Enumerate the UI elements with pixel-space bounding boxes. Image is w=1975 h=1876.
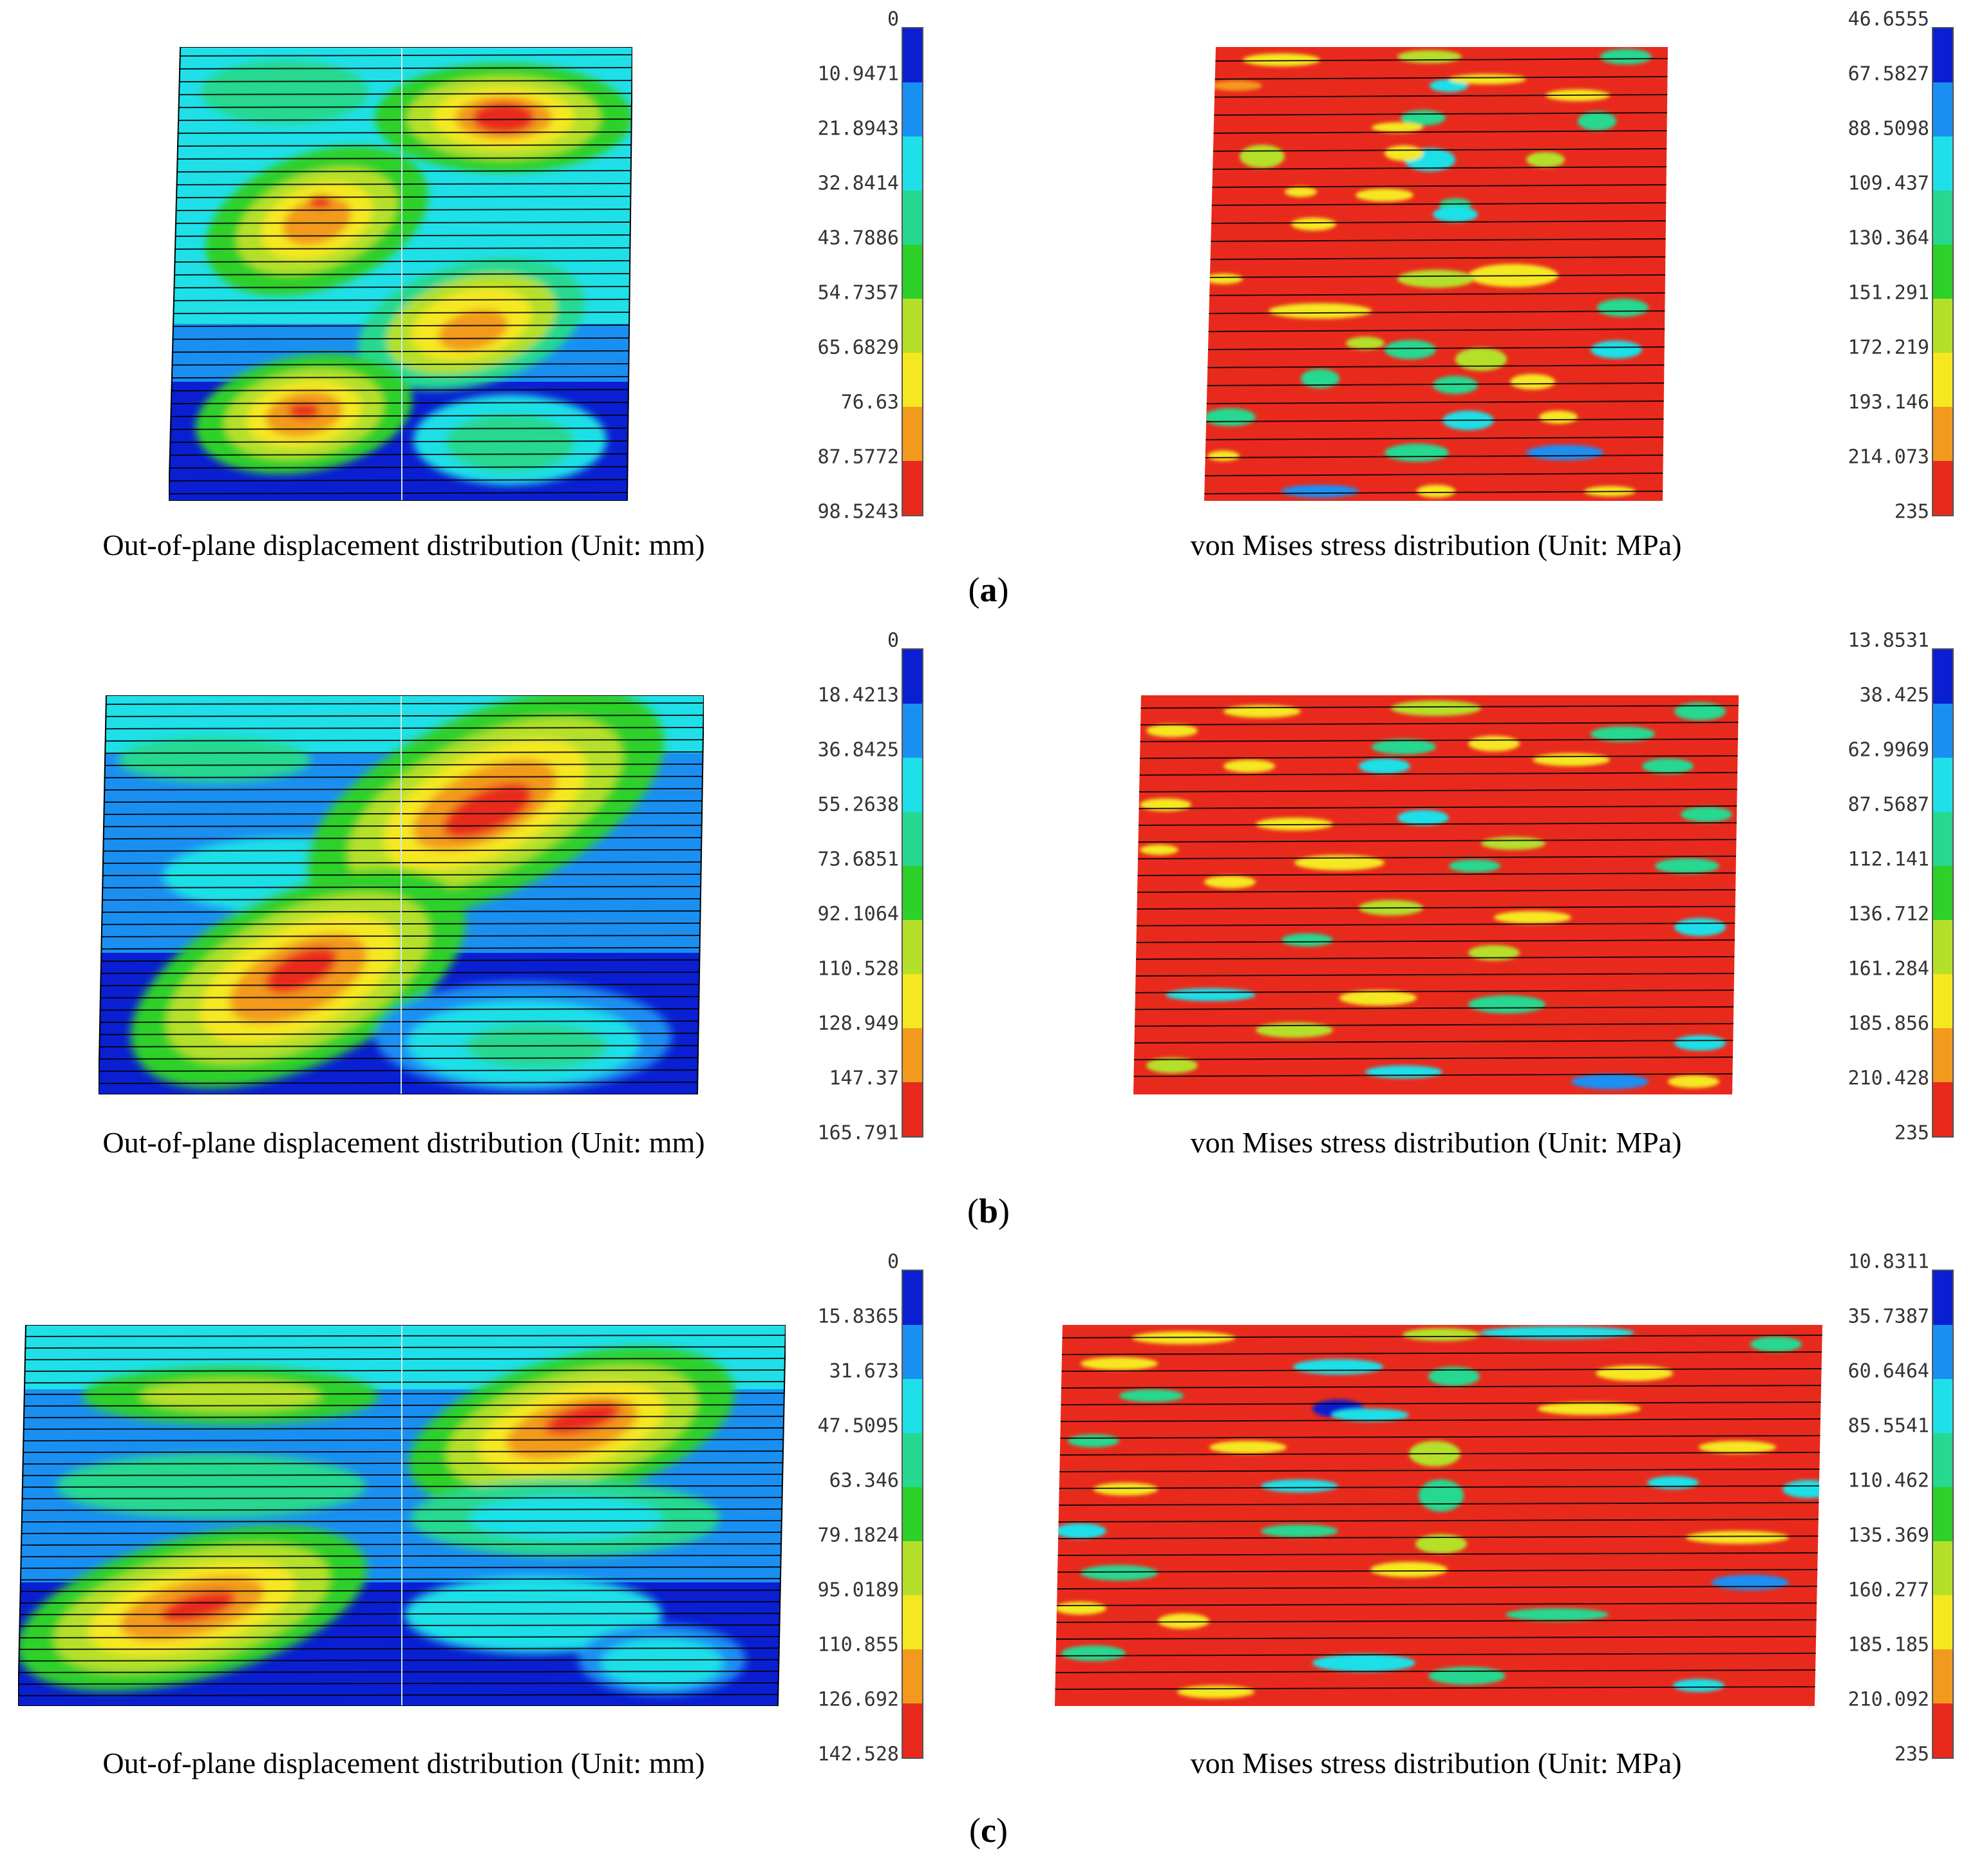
stress-legend-b: 13.8531 38.425 62.9969 87.5687 112.141 1…	[1777, 630, 1970, 1145]
legend-tick: 55.2638	[817, 793, 899, 816]
legend-tick: 36.8425	[817, 738, 899, 762]
stress-caption-b: von Mises stress distribution (Unit: MPa…	[1190, 1126, 1682, 1159]
displacement-caption-c: Out-of-plane displacement distribution (…	[102, 1747, 705, 1779]
legend-tick: 13.8531	[1847, 629, 1929, 652]
legend-colorbar	[1932, 648, 1954, 1138]
legend-tick: 136.712	[1847, 903, 1929, 926]
legend-tick: 79.1824	[817, 1524, 899, 1547]
legend-tick: 10.8311	[1847, 1250, 1929, 1273]
legend-tick: 0	[887, 1250, 899, 1273]
legend-tick: 35.7387	[1847, 1305, 1929, 1328]
stress-legend-c: 10.8311 35.7387 60.6464 85.5541 110.462 …	[1777, 1251, 1970, 1766]
legend-tick: 65.6829	[817, 336, 899, 359]
legend-tick: 73.6851	[817, 848, 899, 871]
stress-legend-a: 46.6555 67.5827 88.5098 109.437 130.364 …	[1777, 8, 1970, 523]
legend-tick: 110.855	[817, 1633, 899, 1656]
legend-tick: 21.8943	[817, 117, 899, 140]
stress-field-b	[1133, 695, 1739, 1094]
legend-tick: 172.219	[1847, 336, 1929, 359]
legend-tick: 88.5098	[1847, 117, 1929, 140]
legend-tick: 112.141	[1847, 848, 1929, 871]
legend-tick: 15.8365	[817, 1305, 899, 1328]
legend-tick: 151.291	[1847, 281, 1929, 305]
legend-tick: 0	[887, 8, 899, 31]
legend-tick: 165.791	[817, 1121, 899, 1145]
stress-caption-a: von Mises stress distribution (Unit: MPa…	[1190, 529, 1682, 561]
legend-tick: 185.856	[1847, 1012, 1929, 1035]
legend-tick: 92.1064	[817, 903, 899, 926]
legend-tick: 62.9969	[1847, 738, 1929, 762]
legend-tick: 32.8414	[817, 172, 899, 195]
legend-colorbar	[1932, 27, 1954, 516]
legend-tick: 18.4213	[817, 684, 899, 707]
legend-tick: 10.9471	[817, 62, 899, 86]
legend-tick: 235	[1894, 500, 1929, 523]
legend-tick: 126.692	[817, 1688, 899, 1711]
panel-label-a: (a)	[968, 570, 1009, 609]
legend-tick: 76.63	[840, 391, 899, 414]
legend-tick: 67.5827	[1847, 62, 1929, 86]
legend-colorbar	[902, 27, 923, 516]
legend-tick: 128.949	[817, 1012, 899, 1035]
panel-label-c: (c)	[969, 1811, 1008, 1850]
legend-tick: 63.346	[829, 1469, 899, 1492]
legend-tick: 110.462	[1847, 1469, 1929, 1492]
stress-caption-c: von Mises stress distribution (Unit: MPa…	[1190, 1747, 1682, 1779]
displacement-legend-a: 0 10.9471 21.8943 32.8414 43.7886 54.735…	[747, 8, 940, 523]
legend-tick: 210.092	[1847, 1688, 1929, 1711]
legend-tick: 142.528	[817, 1743, 899, 1766]
legend-tick: 46.6555	[1847, 8, 1929, 31]
legend-colorbar	[1932, 1270, 1954, 1759]
displacement-legend-b: 0 18.4213 36.8425 55.2638 73.6851 92.106…	[747, 630, 940, 1145]
legend-colorbar	[902, 1270, 923, 1759]
legend-tick: 160.277	[1847, 1579, 1929, 1602]
legend-tick: 43.7886	[817, 227, 899, 250]
legend-tick: 31.673	[829, 1360, 899, 1383]
legend-tick: 38.425	[1859, 684, 1929, 707]
legend-tick: 98.5243	[817, 500, 899, 523]
legend-tick: 130.364	[1847, 227, 1929, 250]
legend-colorbar	[902, 648, 923, 1138]
legend-tick: 54.7357	[817, 281, 899, 305]
displacement-caption-b: Out-of-plane displacement distribution (…	[102, 1126, 705, 1159]
legend-tick: 147.37	[829, 1067, 899, 1090]
legend-tick: 214.073	[1847, 446, 1929, 469]
legend-tick: 87.5687	[1847, 793, 1929, 816]
displacement-field-c	[18, 1325, 786, 1706]
displacement-legend-c: 0 15.8365 31.673 47.5095 63.346 79.1824 …	[747, 1251, 940, 1766]
legend-tick: 135.369	[1847, 1524, 1929, 1547]
legend-tick: 87.5772	[817, 446, 899, 469]
stress-field-c	[1055, 1325, 1822, 1706]
legend-tick: 210.428	[1847, 1067, 1929, 1090]
legend-tick: 193.146	[1847, 391, 1929, 414]
legend-tick: 47.5095	[817, 1414, 899, 1438]
legend-tick: 185.185	[1847, 1633, 1929, 1656]
legend-tick: 235	[1894, 1121, 1929, 1145]
panel-label-b: (b)	[967, 1192, 1010, 1230]
legend-tick: 109.437	[1847, 172, 1929, 195]
legend-tick: 60.6464	[1847, 1360, 1929, 1383]
legend-tick: 95.0189	[817, 1579, 899, 1602]
legend-tick: 161.284	[1847, 957, 1929, 980]
legend-tick: 110.528	[817, 957, 899, 980]
displacement-field-a	[169, 47, 632, 501]
legend-tick: 235	[1894, 1743, 1929, 1766]
displacement-caption-a: Out-of-plane displacement distribution (…	[102, 529, 705, 561]
legend-tick: 85.5541	[1847, 1414, 1929, 1438]
displacement-field-b	[99, 695, 704, 1094]
stress-field-a	[1204, 47, 1668, 501]
legend-tick: 0	[887, 629, 899, 652]
